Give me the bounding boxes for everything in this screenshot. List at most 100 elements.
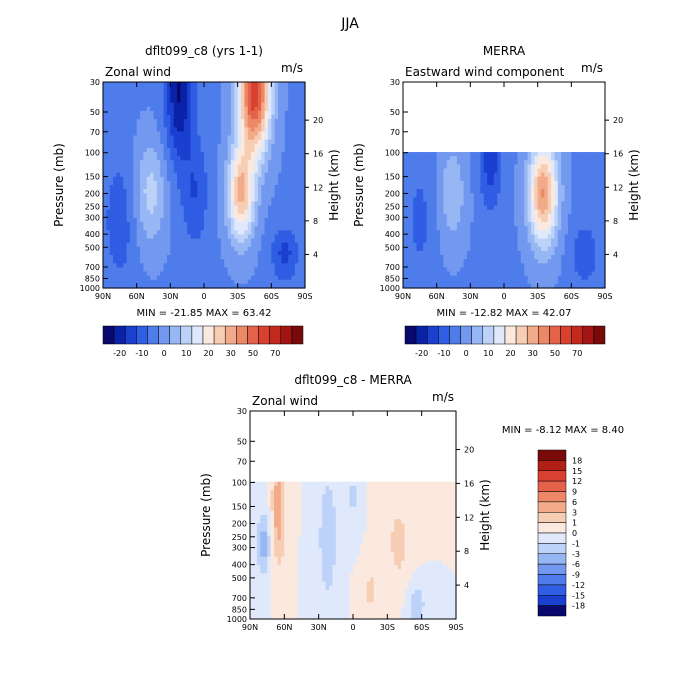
heatmap-cell bbox=[524, 193, 529, 198]
heatmap-cell bbox=[278, 147, 283, 153]
heatmap-cell bbox=[261, 230, 266, 236]
heatmap-cell bbox=[571, 164, 576, 170]
heatmap-cell bbox=[487, 271, 492, 277]
heatmap-cell bbox=[429, 217, 434, 223]
heatmap-cell bbox=[267, 98, 272, 104]
heatmap-cell bbox=[460, 193, 465, 198]
heatmap-cell bbox=[440, 197, 444, 203]
heatmap-cell bbox=[453, 172, 458, 178]
heatmap-cell bbox=[500, 275, 505, 281]
heatmap-cell bbox=[453, 209, 458, 215]
heatmap-cell bbox=[136, 180, 141, 186]
heatmap-cell bbox=[419, 217, 424, 223]
heatmap-cell bbox=[429, 152, 434, 157]
heatmap-cell bbox=[234, 152, 239, 157]
heatmap-cell bbox=[251, 242, 256, 248]
heatmap-cell bbox=[193, 147, 198, 153]
heatmap-cell bbox=[234, 189, 239, 194]
heatmap-cell bbox=[460, 246, 465, 252]
heatmap-cell bbox=[426, 255, 431, 260]
heatmap-cell bbox=[187, 213, 192, 219]
heatmap-cell bbox=[463, 230, 468, 236]
heatmap-cell bbox=[261, 263, 266, 268]
heatmap-cell bbox=[177, 217, 182, 223]
heatmap-cell bbox=[429, 222, 434, 227]
heatmap-cell bbox=[561, 189, 566, 194]
heatmap-cell bbox=[150, 119, 155, 124]
heatmap-cell bbox=[126, 246, 131, 252]
heatmap-cell bbox=[487, 193, 492, 198]
heatmap-cell bbox=[291, 193, 296, 198]
heatmap-cell bbox=[230, 106, 235, 112]
heatmap-cell bbox=[106, 172, 111, 178]
heatmap-cell bbox=[116, 250, 121, 256]
heatmap-cell bbox=[257, 86, 262, 91]
heatmap-cell bbox=[241, 131, 245, 137]
heatmap-cell bbox=[166, 185, 171, 190]
heatmap-cell bbox=[507, 238, 512, 244]
heatmap-cell bbox=[180, 213, 185, 219]
colorbar-label: 20 bbox=[203, 349, 213, 358]
heatmap-cell bbox=[403, 263, 407, 268]
heatmap-cell bbox=[247, 82, 252, 87]
heatmap-cell bbox=[234, 180, 239, 186]
heatmap-cell bbox=[274, 82, 279, 87]
heatmap-cell bbox=[126, 160, 131, 165]
heatmap-cell bbox=[237, 189, 242, 194]
heatmap-cell bbox=[214, 279, 219, 285]
heatmap-cell bbox=[244, 102, 249, 108]
heatmap-cell bbox=[403, 209, 407, 215]
heatmap-cell bbox=[416, 226, 421, 231]
heatmap-cell bbox=[119, 172, 124, 178]
heatmap-cell bbox=[557, 250, 562, 256]
heatmap-cell bbox=[433, 180, 438, 186]
heatmap-cell bbox=[507, 164, 512, 170]
heatmap-cell bbox=[524, 201, 529, 207]
heatmap-cell bbox=[190, 238, 195, 244]
heatmap-cell bbox=[247, 246, 252, 252]
heatmap-cell bbox=[504, 152, 508, 157]
heatmap-cell bbox=[477, 172, 482, 178]
heatmap-cell bbox=[234, 127, 239, 133]
heatmap-cell bbox=[551, 176, 556, 182]
heatmap-cell bbox=[288, 180, 293, 186]
heatmap-cell bbox=[561, 242, 566, 248]
heatmap-cell bbox=[291, 283, 296, 289]
heatmap-cell bbox=[129, 119, 134, 124]
heatmap-cell bbox=[497, 164, 502, 170]
heatmap-cell bbox=[126, 143, 131, 149]
heatmap-cell bbox=[588, 193, 593, 198]
heatmap-cell bbox=[204, 156, 208, 161]
heatmap-cell bbox=[517, 255, 522, 260]
heatmap-cell bbox=[234, 263, 239, 268]
heatmap-cell bbox=[103, 193, 107, 198]
heatmap-cell bbox=[274, 164, 279, 170]
heatmap-cell bbox=[153, 246, 158, 252]
heatmap-cell bbox=[197, 197, 202, 203]
heatmap-cell bbox=[588, 279, 593, 285]
heatmap-cell bbox=[163, 197, 168, 203]
heatmap-cell bbox=[534, 246, 539, 252]
heatmap-cell bbox=[416, 193, 421, 198]
heatmap-cell bbox=[267, 267, 272, 273]
heatmap-cell bbox=[274, 135, 279, 141]
heatmap-cell bbox=[264, 255, 269, 260]
heatmap-cell bbox=[119, 234, 124, 240]
heatmap-cell bbox=[140, 172, 144, 178]
heatmap-cell bbox=[463, 275, 468, 281]
heatmap-cell bbox=[227, 259, 232, 264]
heatmap-cell bbox=[446, 164, 451, 170]
heatmap-cell bbox=[163, 275, 168, 281]
heatmap-cell bbox=[537, 238, 542, 244]
heatmap-cell bbox=[193, 205, 198, 211]
heatmap-cell bbox=[254, 275, 259, 281]
heatmap-cell bbox=[571, 230, 576, 236]
heatmap-cell bbox=[278, 193, 283, 198]
heatmap-cell bbox=[150, 180, 155, 186]
heatmap-cell bbox=[453, 255, 458, 260]
heatmap-cell bbox=[284, 246, 289, 252]
heatmap-cell bbox=[403, 185, 407, 190]
heatmap-cell bbox=[116, 94, 121, 100]
heatmap-cell bbox=[551, 164, 556, 170]
